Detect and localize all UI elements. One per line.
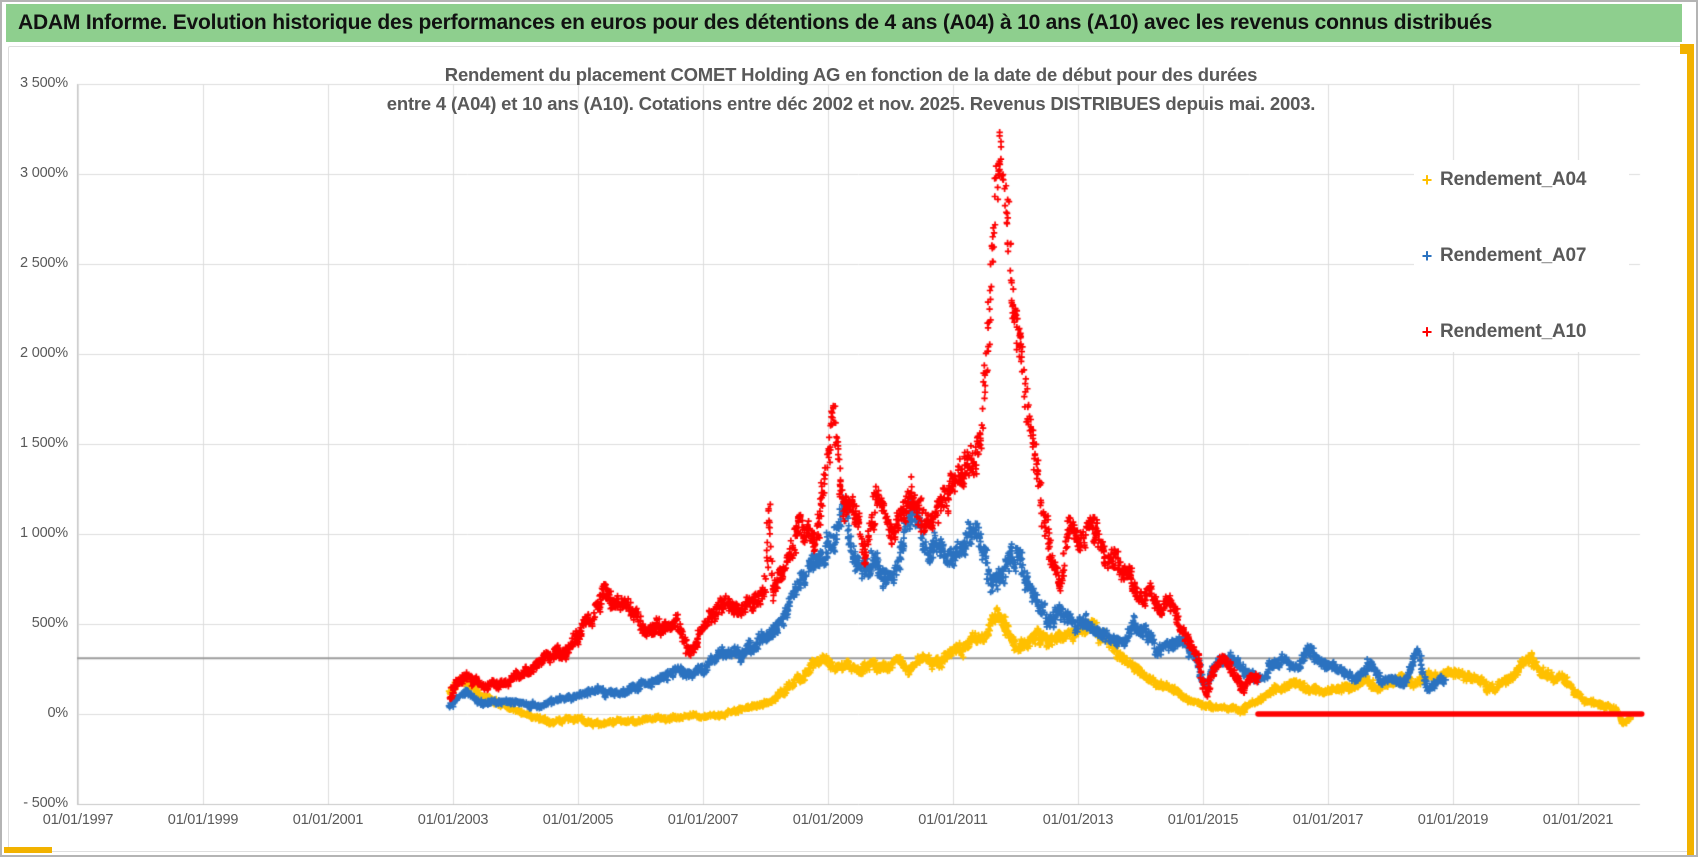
x-axis-label: 01/01/1999 [167, 812, 239, 828]
x-axis-label: 01/01/2005 [542, 812, 614, 828]
x-axis-label: 01/01/2019 [1417, 812, 1489, 828]
y-axis-label: - 500% [23, 795, 68, 811]
y-axis-label: 2 500% [20, 255, 68, 271]
legend-entry-a07[interactable]: + Rendement_A07 [1414, 236, 1629, 276]
x-axis-label: 01/01/2007 [667, 812, 739, 828]
plus-marker-icon: + [1421, 169, 1433, 190]
x-axis-label: 01/01/2001 [292, 812, 364, 828]
x-axis-label: 01/01/2011 [918, 812, 988, 828]
y-axis-label: 3 000% [20, 165, 68, 181]
y-axis-label: 500% [31, 615, 68, 631]
title-bar: ADAM Informe. Evolution historique des p… [6, 4, 1682, 42]
legend-label: Rendement_A04 [1440, 169, 1587, 190]
x-axis-label: 01/01/2009 [792, 812, 864, 828]
x-axis-label: 01/01/2021 [1542, 812, 1614, 828]
plus-marker-icon: + [1421, 245, 1433, 266]
plus-marker-icon: + [1421, 321, 1433, 342]
y-axis-label: 3 500% [20, 75, 68, 91]
y-axis-label: 1 000% [20, 525, 68, 541]
legend-entry-a04[interactable]: + Rendement_A04 [1414, 160, 1629, 200]
page-title: ADAM Informe. Evolution historique des p… [18, 11, 1493, 34]
chart-title-line2: entre 4 (A04) et 10 ans (A10). Cotations… [386, 93, 1316, 114]
legend-entry-a10[interactable]: + Rendement_A10 [1414, 312, 1629, 352]
y-axis-label: 1 500% [20, 435, 68, 451]
x-axis-label: 01/01/2017 [1292, 812, 1364, 828]
x-axis-label: 01/01/2015 [1167, 812, 1239, 828]
x-axis-label: 01/01/2003 [417, 812, 489, 828]
legend-label: Rendement_A07 [1440, 245, 1587, 266]
x-axis-label: 01/01/1997 [42, 812, 114, 828]
y-axis-label: 0% [47, 705, 68, 721]
chart-legend: + Rendement_A04 + Rendement_A07 + Rendem… [1414, 160, 1629, 352]
y-axis-label: 2 000% [20, 345, 68, 361]
chart-title-line1: Rendement du placement COMET Holding AG … [444, 64, 1258, 85]
legend-label: Rendement_A10 [1440, 321, 1587, 342]
x-axis-label: 01/01/2013 [1042, 812, 1114, 828]
